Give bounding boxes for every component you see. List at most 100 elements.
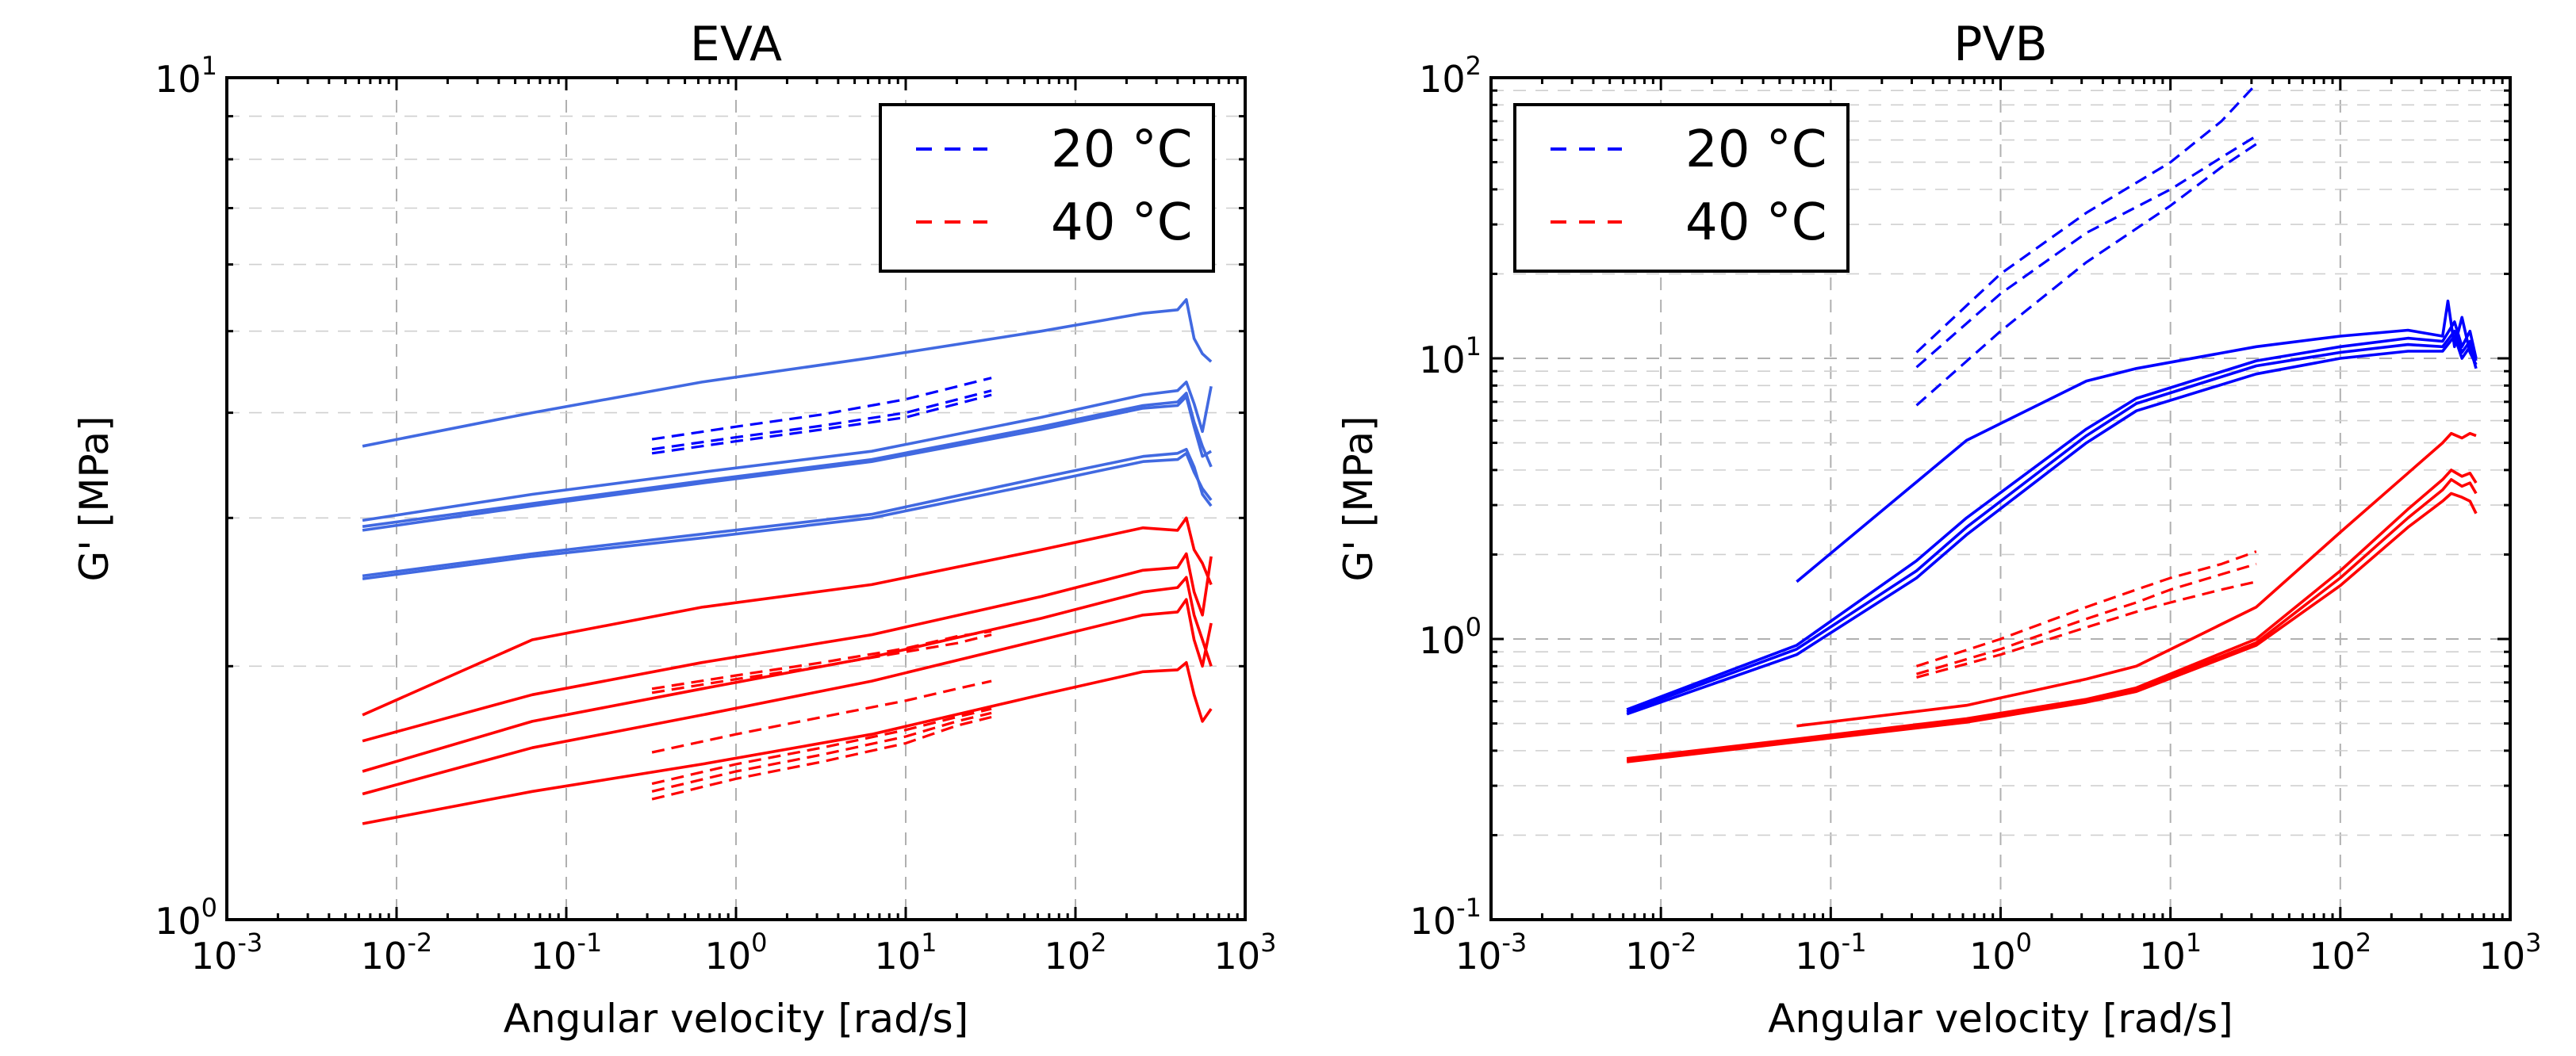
x-tick-base: 10	[1045, 935, 1091, 978]
x-tick-label: 103	[2479, 928, 2542, 978]
series-line-dashed-17	[651, 679, 992, 754]
y-tick-base: 10	[1419, 339, 1466, 381]
series-line-dashed-12	[1916, 550, 2257, 668]
series-line-dashed-7	[651, 377, 992, 441]
x-tick-base: 10	[875, 935, 922, 978]
x-tick-base: 10	[2309, 935, 2356, 978]
legend-label: 20 °C	[1685, 121, 1827, 179]
series-group	[362, 298, 1213, 825]
series-line-dashed-19	[651, 711, 992, 793]
y-tick-exponent: 0	[201, 893, 217, 923]
y-tick-label: 102	[1419, 51, 1482, 101]
x-tick-label: 10-2	[361, 928, 432, 978]
legend-label: 20 °C	[1051, 121, 1192, 179]
x-tick-exponent: 0	[751, 928, 767, 958]
series-line-solid-2	[1626, 320, 2478, 711]
series-line-solid-2	[362, 381, 1213, 522]
series-line-dashed-9	[651, 393, 992, 455]
x-tick-label: 10-2	[1625, 928, 1696, 978]
series-line-solid-14	[362, 660, 1213, 825]
x-tick-exponent: -2	[1671, 928, 1696, 958]
y-tick-base: 10	[155, 900, 201, 943]
x-tick-exponent: -3	[237, 928, 263, 958]
legend-box	[879, 103, 1215, 273]
y-tick-exponent: 1	[201, 51, 217, 81]
y-tick-base: 10	[1410, 900, 1457, 943]
x-tick-exponent: 1	[921, 928, 937, 958]
y-tick-label: 100	[155, 893, 217, 943]
x-tick-label: 10-3	[191, 928, 263, 978]
series-line-dashed-5	[1915, 82, 2258, 354]
series-line-solid-3	[362, 392, 1213, 528]
x-tick-exponent: 2	[1091, 928, 1106, 958]
x-tick-base: 10	[2139, 935, 2186, 978]
x-tick-label: 10-1	[531, 928, 602, 978]
x-tick-exponent: -1	[1842, 928, 1867, 958]
series-line-solid-6	[362, 451, 1213, 580]
legend: 20 °C 40 °C	[879, 103, 1215, 273]
x-tick-exponent: -2	[407, 928, 432, 958]
x-tick-base: 10	[705, 935, 752, 978]
series-line-solid-3	[1626, 329, 2478, 714]
y-tick-exponent: 0	[1466, 612, 1482, 642]
series-line-dashed-13	[1916, 562, 2257, 675]
x-tick-label: 102	[2309, 928, 2371, 978]
x-tick-label: 100	[705, 928, 768, 978]
x-tick-exponent: 1	[2186, 928, 2202, 958]
x-tick-base: 10	[1969, 935, 2016, 978]
y-tick-label: 100	[1419, 612, 1482, 662]
x-tick-label: 102	[1045, 928, 1107, 978]
x-tick-base: 10	[1795, 935, 1842, 978]
legend-label: 40 °C	[1685, 193, 1827, 252]
legend-box	[1513, 103, 1850, 273]
series-line-dashed-8	[651, 389, 992, 451]
legend-label: 40 °C	[1051, 193, 1192, 252]
series-line-solid-12	[362, 576, 1213, 773]
x-tick-base: 10	[1455, 935, 1502, 978]
y-tick-base: 10	[155, 58, 201, 101]
x-axis: 10-3 10-2 10-1 100 101 102 103	[191, 78, 1277, 978]
series-line-solid-1	[362, 298, 1213, 448]
x-tick-exponent: 2	[2356, 928, 2371, 958]
chart-title: EVA	[690, 17, 782, 72]
y-tick-label: 101	[155, 51, 217, 101]
series-line-solid-4	[1626, 335, 2478, 716]
y-tick-base: 10	[1419, 619, 1466, 662]
series-line-solid-11	[362, 552, 1213, 743]
y-tick-exponent: 1	[1466, 331, 1482, 362]
series-line-solid-1	[1796, 299, 2478, 583]
x-tick-base: 10	[191, 935, 238, 978]
y-tick-exponent: -1	[1456, 893, 1482, 923]
x-tick-label: 10-1	[1795, 928, 1866, 978]
x-tick-base: 10	[1625, 935, 1672, 978]
x-tick-label: 103	[1214, 928, 1277, 978]
x-tick-label: 101	[875, 928, 937, 978]
y-tick-exponent: 2	[1466, 51, 1482, 81]
y-axis-label: G' [MPa]	[71, 415, 117, 581]
y-tick-label: 10-1	[1410, 893, 1482, 943]
series-line-dashed-16	[651, 633, 992, 694]
x-tick-label: 10-3	[1455, 928, 1527, 978]
legend: 20 °C 40 °C	[1513, 103, 1850, 273]
x-tick-base: 10	[361, 935, 408, 978]
series-line-dashed-6	[1915, 135, 2257, 369]
series-line-solid-11	[1626, 492, 2478, 763]
chart-title: PVB	[1953, 17, 2047, 72]
series-group	[1626, 82, 2478, 763]
x-tick-exponent: -3	[1501, 928, 1527, 958]
series-line-dashed-14	[1916, 580, 2257, 679]
series-line-solid-13	[362, 598, 1213, 796]
y-tick-label: 101	[1419, 331, 1482, 381]
x-tick-exponent: 0	[2016, 928, 2032, 958]
x-tick-exponent: 3	[2525, 928, 2541, 958]
x-tick-exponent: 3	[1260, 928, 1276, 958]
x-tick-base: 10	[2479, 935, 2526, 978]
x-axis-label: Angular velocity [rad/s]	[504, 996, 968, 1042]
y-tick-base: 10	[1419, 58, 1466, 101]
x-axis-label: Angular velocity [rad/s]	[1768, 996, 2233, 1042]
